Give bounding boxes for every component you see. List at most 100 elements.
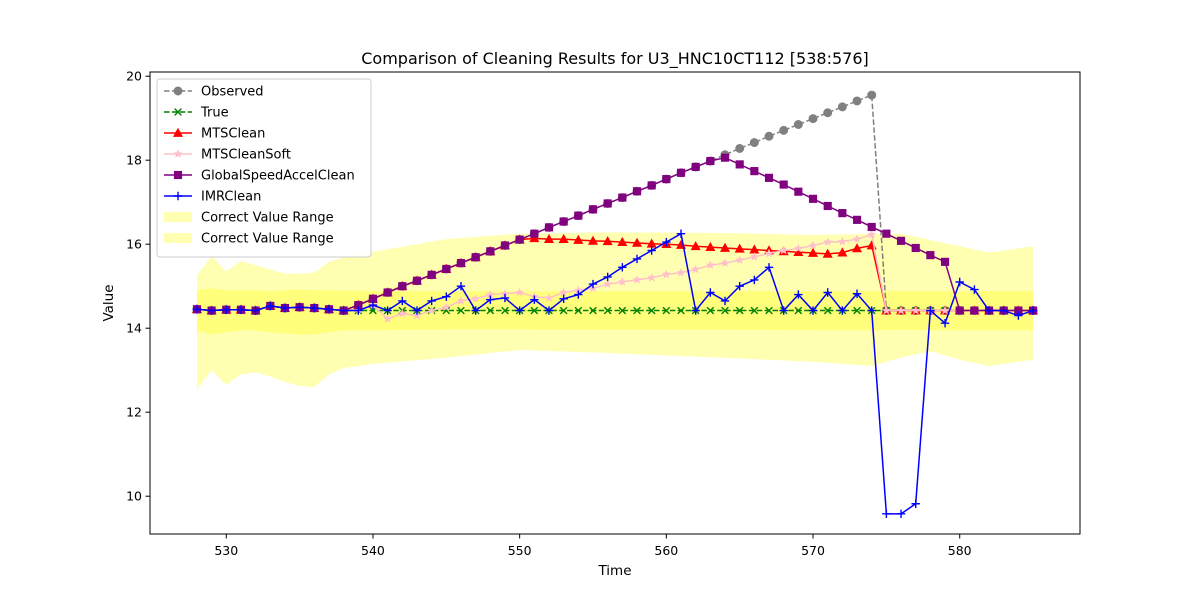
x-tick-label: 540 bbox=[361, 543, 385, 558]
point-mtsclean bbox=[587, 235, 599, 245]
point-mtscleansoft bbox=[691, 264, 701, 274]
point-globalspeedaccelclean bbox=[926, 251, 935, 260]
point-imrclean bbox=[779, 306, 788, 315]
point-globalspeedaccelclean bbox=[383, 288, 392, 297]
legend-swatch-marker bbox=[173, 191, 183, 201]
y-tick-label: 18 bbox=[126, 153, 142, 168]
point-globalspeedaccelclean bbox=[662, 175, 671, 184]
point-imrclean bbox=[192, 305, 202, 314]
point-imrclean bbox=[867, 306, 876, 315]
point-true bbox=[853, 306, 861, 315]
point-imrclean bbox=[603, 272, 612, 282]
point-globalspeedaccelclean bbox=[940, 257, 950, 266]
point-imrclean bbox=[251, 306, 260, 315]
legend-swatch-marker bbox=[173, 149, 183, 158]
legend-entry: MTSCleanSoft bbox=[164, 148, 291, 163]
point-globalspeedaccelclean bbox=[720, 153, 730, 162]
point-true bbox=[735, 306, 744, 315]
point-globalspeedaccelclean bbox=[398, 282, 407, 291]
point-globalspeedaccelclean bbox=[559, 217, 568, 226]
point-true bbox=[589, 306, 597, 315]
series-imrclean bbox=[192, 229, 1038, 519]
point-globalspeedaccelclean bbox=[808, 194, 818, 203]
point-globalspeedaccelclean bbox=[882, 229, 891, 238]
point-mtscleansoft bbox=[617, 277, 628, 286]
point-true bbox=[486, 306, 495, 315]
point-globalspeedaccelclean bbox=[867, 222, 876, 232]
point-true bbox=[677, 306, 685, 315]
legend-label: MTSClean bbox=[201, 127, 265, 142]
point-true bbox=[647, 306, 656, 315]
point-globalspeedaccelclean bbox=[574, 211, 583, 220]
point-mtsclean bbox=[822, 248, 833, 258]
point-imrclean bbox=[515, 306, 524, 315]
y-tick-label: 12 bbox=[126, 405, 142, 420]
point-imrclean bbox=[222, 305, 231, 314]
point-mtscleansoft bbox=[793, 243, 804, 253]
x-tick-label: 530 bbox=[214, 543, 238, 558]
point-mtscleansoft bbox=[426, 305, 437, 315]
point-observed bbox=[779, 125, 789, 135]
point-imrclean bbox=[207, 306, 216, 315]
point-imrclean bbox=[838, 306, 847, 315]
point-mtscleansoft bbox=[749, 251, 760, 261]
point-globalspeedaccelclean bbox=[794, 187, 803, 196]
legend-entry: IMRClean bbox=[164, 190, 261, 205]
point-mtscleansoft bbox=[397, 308, 407, 318]
point-globalspeedaccelclean bbox=[442, 264, 451, 274]
point-globalspeedaccelclean bbox=[647, 181, 656, 190]
point-true bbox=[633, 306, 641, 315]
point-imrclean bbox=[280, 303, 290, 313]
point-imrclean bbox=[236, 305, 246, 314]
point-mtsclean bbox=[573, 234, 584, 244]
point-mtsclean bbox=[631, 237, 643, 247]
point-imrclean bbox=[324, 305, 334, 314]
plot-frame bbox=[149, 71, 1081, 535]
point-mtscleansoft bbox=[382, 314, 393, 323]
point-globalspeedaccelclean bbox=[823, 201, 832, 211]
point-imrclean bbox=[662, 237, 671, 247]
point-mtsclean bbox=[851, 243, 863, 253]
point-mtscleansoft bbox=[441, 302, 451, 312]
point-mtsclean bbox=[807, 247, 819, 257]
point-imrclean bbox=[559, 294, 568, 303]
point-mtscleansoft bbox=[632, 274, 642, 284]
point-imrclean bbox=[940, 318, 950, 328]
point-observed bbox=[837, 102, 847, 112]
point-mtscleansoft bbox=[837, 236, 848, 246]
point-imrclean bbox=[691, 306, 700, 315]
point-mtscleansoft bbox=[412, 310, 422, 320]
point-mtscleansoft bbox=[647, 272, 657, 282]
point-observed bbox=[823, 108, 833, 118]
point-mtscleansoft bbox=[676, 267, 686, 277]
point-imrclean bbox=[266, 301, 275, 311]
point-mtsclean bbox=[705, 241, 716, 251]
point-observed bbox=[749, 138, 759, 148]
point-globalspeedaccelclean bbox=[911, 243, 920, 253]
y-tick-label: 14 bbox=[126, 321, 142, 336]
point-imrclean bbox=[310, 303, 319, 313]
point-observed bbox=[867, 90, 877, 100]
x-tick-label: 570 bbox=[801, 543, 825, 558]
legend-label: IMRClean bbox=[201, 190, 261, 205]
x-tick-label: 550 bbox=[508, 543, 532, 558]
point-mtsclean bbox=[543, 233, 555, 244]
legend-swatch-marker bbox=[173, 86, 183, 96]
legend-swatch-marker bbox=[174, 108, 182, 116]
point-imrclean bbox=[676, 229, 686, 238]
point-mtscleansoft bbox=[558, 287, 569, 297]
x-tick-label: 580 bbox=[948, 543, 972, 558]
point-imrclean bbox=[442, 292, 451, 301]
point-mtscleansoft bbox=[735, 255, 745, 265]
point-globalspeedaccelclean bbox=[676, 168, 686, 177]
point-globalspeedaccelclean bbox=[500, 241, 510, 250]
y-tick-label: 10 bbox=[126, 489, 142, 504]
point-imrclean bbox=[339, 306, 348, 315]
point-globalspeedaccelclean bbox=[838, 209, 847, 218]
point-imrclean bbox=[530, 295, 539, 304]
point-mtscleansoft bbox=[456, 295, 466, 305]
point-imrclean bbox=[794, 290, 803, 299]
point-imrclean bbox=[398, 296, 407, 306]
point-mtscleansoft bbox=[852, 234, 862, 244]
